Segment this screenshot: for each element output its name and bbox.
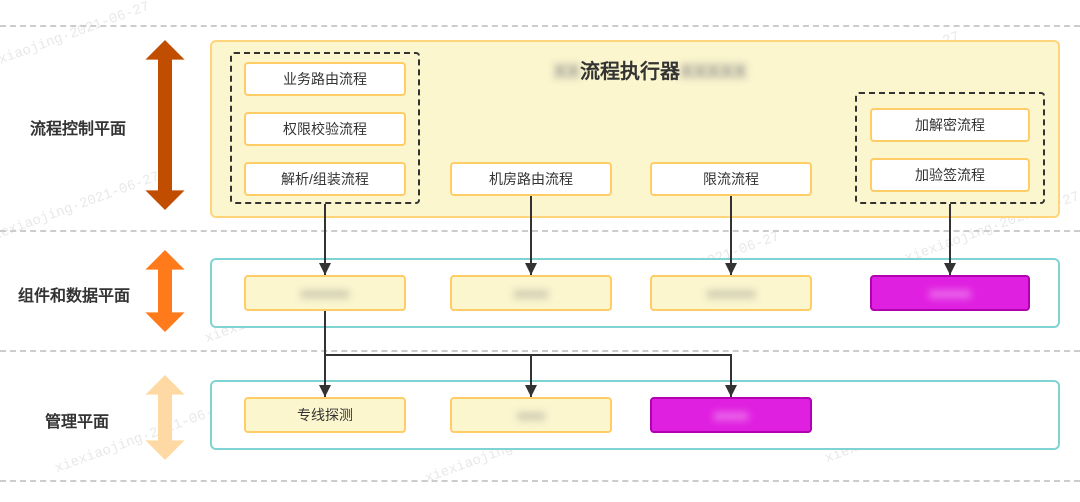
node-label: 业务路由流程 bbox=[283, 69, 367, 89]
title-blur-prefix: XX bbox=[553, 61, 580, 83]
node-n_biz_route: 业务路由流程 bbox=[244, 62, 406, 96]
node-m2: xxxx bbox=[450, 397, 612, 433]
row-label-component: 组件和数据平面 bbox=[18, 282, 130, 306]
node-n_room_route: 机房路由流程 bbox=[450, 162, 612, 196]
node-n_sign: 加验签流程 bbox=[870, 158, 1030, 192]
row-label-management: 管理平面 bbox=[45, 408, 109, 432]
node-label: 加解密流程 bbox=[915, 115, 985, 135]
node-label: 机房路由流程 bbox=[489, 169, 573, 189]
node-n_parse: 解析/组装流程 bbox=[244, 162, 406, 196]
node-label: xxxxxxx bbox=[301, 285, 350, 301]
node-n_ratelimit: 限流流程 bbox=[650, 162, 812, 196]
title-text: 流程执行器 bbox=[580, 61, 680, 83]
node-m1: 专线探测 bbox=[244, 397, 406, 433]
title-blur-suffix: XXXXX bbox=[680, 61, 747, 83]
node-label: xxxx bbox=[517, 407, 545, 423]
node-c4: xxxxxx bbox=[870, 275, 1030, 311]
node-n_auth: 权限校验流程 bbox=[244, 112, 406, 146]
node-label: xxxxx bbox=[514, 285, 549, 301]
node-n_crypt: 加解密流程 bbox=[870, 108, 1030, 142]
watermark: xiexiaojing·2021-06-27 bbox=[0, 0, 152, 77]
node-label: 专线探测 bbox=[297, 405, 353, 425]
node-label: 加验签流程 bbox=[915, 165, 985, 185]
row-separator bbox=[0, 25, 1080, 27]
row-arrow-management bbox=[144, 375, 186, 460]
node-label: 权限校验流程 bbox=[283, 119, 367, 139]
executor-title: XX流程执行器XXXXX bbox=[450, 55, 850, 84]
node-label: xxxxxxx bbox=[707, 285, 756, 301]
node-label: xxxxxx bbox=[929, 285, 971, 301]
row-separator bbox=[0, 230, 1080, 232]
node-label: 解析/组装流程 bbox=[281, 169, 369, 189]
node-label: xxxxx bbox=[714, 407, 749, 423]
watermark: xiexiaojing·2021-06-27 bbox=[0, 169, 162, 247]
row-separator bbox=[0, 350, 1080, 352]
row-label-control: 流程控制平面 bbox=[30, 115, 126, 139]
node-m3: xxxxx bbox=[650, 397, 812, 433]
row-arrow-component bbox=[144, 250, 186, 332]
node-c3: xxxxxxx bbox=[650, 275, 812, 311]
node-label: 限流流程 bbox=[703, 169, 759, 189]
row-separator bbox=[0, 480, 1080, 482]
node-c1: xxxxxxx bbox=[244, 275, 406, 311]
node-c2: xxxxx bbox=[450, 275, 612, 311]
row-arrow-control bbox=[144, 40, 186, 210]
